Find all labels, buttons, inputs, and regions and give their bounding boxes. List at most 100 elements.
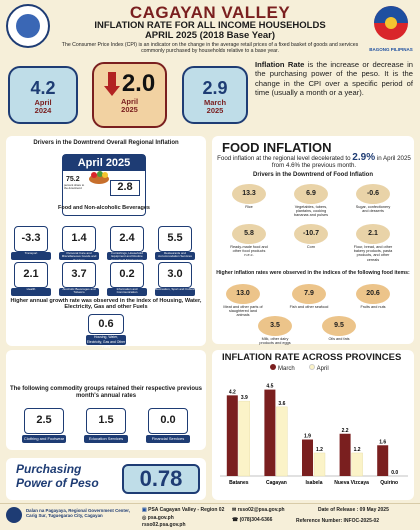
cpi-description: The Consumer Price Index (CPI) is an ind… — [61, 42, 359, 54]
food-downtrend-value: 6.9 — [294, 184, 328, 204]
food-driver-card: April 2025 — [62, 154, 146, 216]
bar-march-isabela — [302, 439, 313, 476]
food-drivers-title: Drivers in the Downtrend of Food Inflati… — [253, 172, 373, 178]
purchasing-power-value: 0.78 — [122, 464, 200, 494]
bar-march-nueva-vizcaya — [339, 433, 351, 476]
facebook-icon: ▣ — [142, 507, 147, 513]
bar-value-label: 1.9 — [304, 434, 311, 440]
food-downtrend-value: -10.7 — [294, 224, 328, 244]
bagong-pilipinas-logo: BAGONG PILIPINAS — [368, 4, 414, 52]
food-downtrend-label: Sugar, confectionery and desserts — [355, 205, 391, 214]
footer-email[interactable]: ✉ rsso02@psa.gov.ph — [232, 507, 285, 513]
chart-legend: March April — [270, 364, 329, 372]
chart-title: INFLATION RATE ACROSS PROVINCES — [222, 352, 402, 363]
legend-april: April — [308, 364, 329, 372]
category-label: Information and Communication — [107, 287, 147, 296]
purchasing-power-card: Purchasing Power of Peso 0.78 — [6, 458, 206, 500]
higher-growth-note: Higher annual growth rate was observed i… — [10, 298, 202, 311]
food-higher-title: Higher inflation rates were observed in … — [216, 270, 410, 276]
bar-value-label: 1.2 — [354, 447, 361, 453]
food-inflation-title: FOOD INFLATION — [222, 140, 332, 155]
footer-release-date: Date of Release : 09 May 2025 — [318, 507, 389, 513]
food-higher-label: Oils and fats — [328, 337, 350, 341]
bar-april-nueva-vizcaya — [351, 452, 363, 477]
page-subtitle: INFLATION RATE FOR ALL INCOME HOUSEHOLDS… — [94, 20, 326, 41]
footer-web[interactable]: ◎ psa.gov.ph — [142, 515, 174, 521]
food-share-value: 75.2 — [66, 176, 80, 183]
category-label: Personal Care and Miscellaneous Goods an… — [59, 251, 99, 261]
footer-facebook[interactable]: ▣ PSA Cagayan Valley - Region 02 — [142, 507, 225, 513]
rate-card-march-2025: 2.9 March 2025 — [182, 66, 248, 124]
retained-label: Education Services — [84, 435, 128, 443]
category-value: 5.5 — [158, 226, 192, 252]
footer: Dalan na Pagayaya, Regional Government C… — [0, 503, 420, 530]
housing-label: Housing, Water, Electricity, Gas and Oth… — [86, 335, 126, 349]
email-icon: ✉ — [232, 507, 237, 513]
footer-phone: ☎ (078)304-6366 — [232, 517, 273, 523]
category-value: 2.4 — [110, 226, 144, 252]
category-label: Transport — [11, 251, 51, 260]
housing-value: 0.6 — [88, 314, 124, 334]
retained-value: 2.5 — [24, 408, 64, 434]
footer-address: Dalan na Pagayaya, Regional Government C… — [26, 508, 130, 518]
bar-value-label: 0.0 — [391, 470, 398, 476]
food-higher-value: 7.9 — [292, 284, 326, 304]
category-value: 3.0 — [158, 262, 192, 288]
psa-footer-logo — [6, 507, 22, 523]
category-label: Furnishings, Household Equipment and Rou… — [107, 251, 147, 261]
category-value: 1.4 — [62, 226, 96, 252]
food-higher-value: 20.6 — [356, 284, 390, 304]
food-share-note: percent share to the downtrend — [64, 183, 85, 190]
legend-march: March — [270, 364, 295, 372]
x-tick-label: Nueva Vizcaya — [334, 480, 369, 486]
phone-icon: ☎ — [232, 517, 239, 523]
category-label: Health — [11, 287, 51, 296]
bar-april-cagayan — [276, 406, 288, 477]
bar-value-label: 1.2 — [316, 447, 323, 453]
food-higher-label: Fruits and nuts — [360, 305, 386, 309]
retained-value: 1.5 — [86, 408, 126, 434]
globe-icon: ◎ — [142, 515, 147, 521]
bar-april-isabela — [313, 452, 326, 477]
food-downtrend-label: Flour, bread, and other bakery products,… — [353, 245, 393, 262]
x-tick-label: Quirino — [380, 480, 398, 486]
bar-value-label: 4.2 — [229, 389, 236, 395]
category-label: Recreation, Sport and Culture — [155, 287, 195, 296]
food-higher-value: 9.5 — [322, 316, 356, 336]
drivers-title: Drivers in the Downtrend Overall Regiona… — [33, 140, 179, 146]
category-value: 3.7 — [62, 262, 96, 288]
food-downtrend-label: Ready-made food and other food products … — [230, 245, 268, 258]
x-tick-label: Isabela — [306, 480, 323, 486]
inflation-definition: Inflation Rate is the increase or decrea… — [255, 60, 413, 97]
food-higher-label: Fish and other seafood — [289, 305, 329, 309]
food-downtrend-label: Vegetables, tubers, plantains, cooking b… — [294, 205, 328, 218]
food-driver-value: 2.8 — [110, 180, 140, 196]
rate-card-april-2025: 2.0 April 2025 — [92, 62, 167, 128]
bar-value-label: 2.2 — [342, 428, 349, 434]
province-bar-chart: 4.2 3.9 Batanes 4.5 3.6 Cagayan 1.9 1.2 Isabela 2… — [220, 384, 408, 486]
region-title: CAGAYAN VALLEY — [129, 3, 291, 22]
food-driver-label: Food and Non-alcoholic Beverages — [58, 205, 150, 211]
category-label: Alcoholic Beverages and Tobacco — [59, 287, 99, 296]
retained-label: Clothing and Footwear — [22, 435, 66, 443]
food-downtrend-label: Corn — [306, 245, 316, 249]
food-downtrend-value: -0.6 — [356, 184, 390, 204]
category-value: 2.1 — [14, 262, 48, 288]
footer-web2[interactable]: rsso02.psa.gov.ph — [142, 522, 186, 528]
category-label: Restaurants and Accommodation Services — [155, 251, 195, 260]
bar-march-cagayan — [264, 389, 276, 476]
bar-march-batanes — [226, 395, 238, 476]
category-value: -3.3 — [14, 226, 48, 252]
bar-april-batanes — [238, 400, 250, 477]
bar-value-label: 1.6 — [379, 439, 386, 445]
food-downtrend-value: 13.3 — [232, 184, 266, 204]
x-tick-label: Batanes — [229, 480, 249, 486]
x-tick-label: Cagayan — [266, 480, 287, 486]
bar-value-label: 4.5 — [266, 384, 273, 390]
psa-logo — [6, 4, 50, 48]
food-downtrend-value: 5.8 — [232, 224, 266, 244]
food-basket-icon — [88, 170, 110, 184]
food-higher-value: 3.5 — [258, 316, 292, 336]
food-higher-label: Milk, other dairy products and eggs — [259, 337, 291, 346]
bar-march-quirino — [377, 445, 389, 476]
